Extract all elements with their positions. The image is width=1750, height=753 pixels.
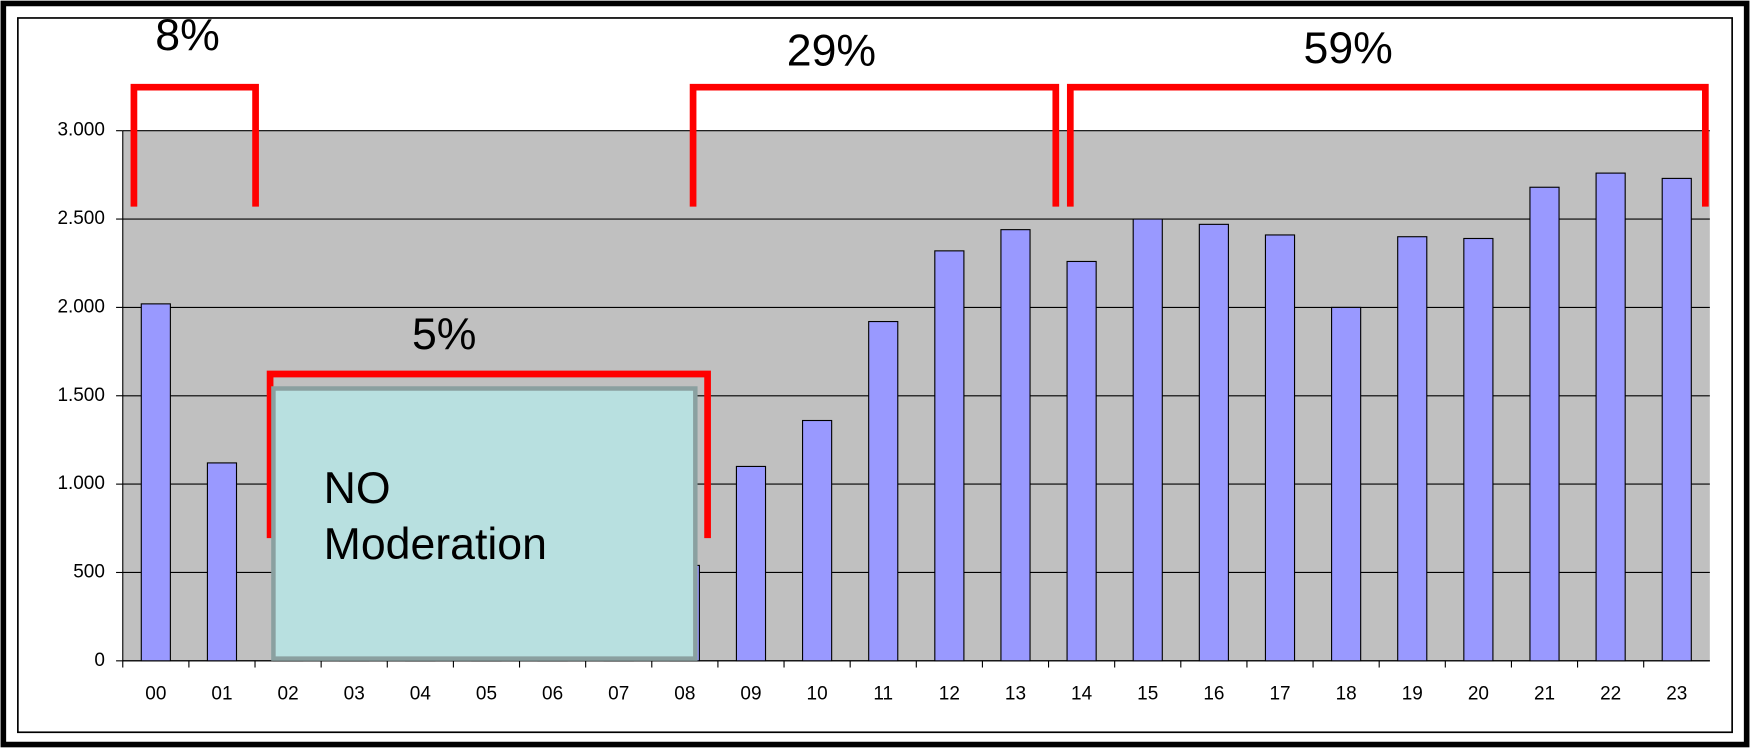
bar	[1661, 177, 1692, 662]
x-tick-label: 16	[1203, 683, 1224, 704]
y-tick-label: 2.500	[57, 208, 104, 229]
x-tick-label: 18	[1336, 683, 1357, 704]
x-tick-label: 12	[939, 683, 960, 704]
bracket	[130, 83, 259, 207]
x-tick-label: 09	[740, 683, 761, 704]
bar	[1397, 236, 1428, 662]
annotation: 59%	[1304, 24, 1393, 73]
x-tick-label: 00	[145, 683, 166, 704]
x-tick-label: 22	[1600, 683, 1621, 704]
bar	[1132, 218, 1163, 662]
x-tick-label: 11	[873, 683, 893, 704]
annotation: 29%	[787, 26, 876, 75]
bar	[1595, 172, 1626, 662]
bar	[1000, 229, 1031, 662]
annotation: 5%	[412, 310, 476, 359]
y-tick-label: 3.000	[57, 120, 104, 141]
y-tick-label: 2.000	[57, 296, 104, 317]
y-tick-label: 1.000	[57, 473, 104, 494]
x-tick-label: 19	[1402, 683, 1423, 704]
x-tick-label: 03	[344, 683, 365, 704]
overlay-box	[271, 386, 698, 661]
bar	[206, 462, 238, 662]
inner-frame	[17, 17, 1733, 734]
x-tick-label: 10	[807, 683, 828, 704]
x-tick-label: 17	[1269, 683, 1290, 704]
y-tick-label: 1.500	[57, 385, 104, 406]
bar	[1264, 234, 1296, 662]
bars	[140, 172, 1692, 662]
bar	[868, 320, 899, 662]
x-tick-label: 15	[1137, 683, 1158, 704]
bar	[1066, 260, 1097, 662]
y-tick-label: 500	[73, 561, 105, 582]
x-tick-label: 07	[608, 683, 629, 704]
y-tick-label: 0	[94, 650, 105, 671]
bar	[1529, 186, 1560, 662]
brackets	[130, 83, 1709, 539]
bracket	[689, 83, 1060, 207]
x-tick-label: 20	[1468, 683, 1489, 704]
annotation: 8%	[155, 11, 220, 60]
bar	[801, 419, 833, 662]
x-tick-label: 13	[1005, 683, 1026, 704]
annotation: NO	[324, 464, 391, 513]
x-tick-label: 02	[278, 683, 299, 704]
x-tick-label: 14	[1071, 683, 1092, 704]
bracket	[266, 370, 711, 539]
bar	[735, 465, 767, 662]
x-tick-label: 01	[211, 683, 232, 704]
annotation: Moderation	[324, 520, 547, 569]
bar	[1198, 223, 1229, 662]
x-tick-label: 21	[1534, 683, 1555, 704]
bar	[1463, 237, 1494, 662]
bar	[140, 303, 171, 662]
x-tick-label: 06	[542, 683, 563, 704]
x-tick-label: 08	[674, 683, 695, 704]
x-tick-label: 04	[410, 683, 431, 704]
bar	[934, 250, 965, 662]
bar	[1331, 306, 1362, 662]
x-tick-label: 23	[1666, 683, 1687, 704]
bracket	[1066, 83, 1709, 207]
labels: 0 500 1.000 1.500 2.000 2.500 3.000 00 01 02 03 04 0…	[57, 120, 1687, 705]
x-tick-label: 05	[476, 683, 497, 704]
